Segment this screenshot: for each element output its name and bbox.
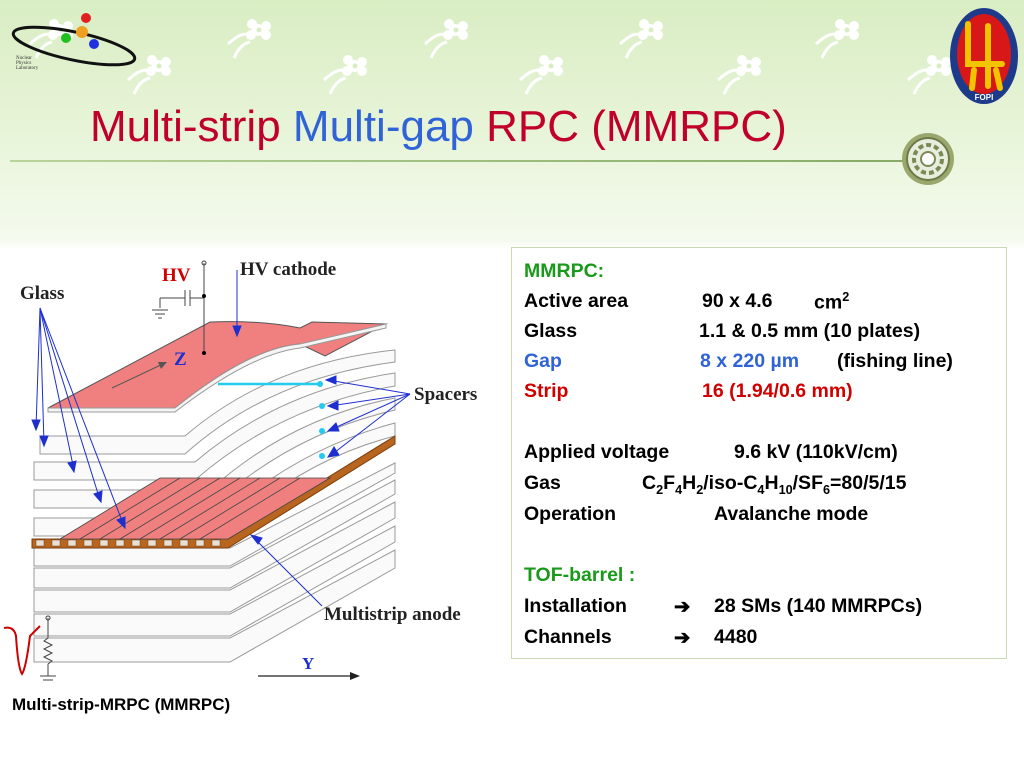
logo-caption-line: Laboratory [16,66,39,71]
gap-value: 8 x 220 µm [700,350,800,372]
logo-caption-line: Nuclear [16,56,32,61]
flower-icon [906,53,953,96]
strip-label: Strip [524,380,569,402]
gas-formula-sub: 2 [696,482,704,497]
title-part-multigap: Multi-gap [292,102,474,151]
gap-extra: (fishing line) [837,350,953,372]
flower-icon [423,17,470,60]
y-axis-label: Y [302,654,314,673]
title-part-multistrip: Multi-strip [90,102,281,151]
hv-label: HV [162,265,191,286]
gas-value: C2F4H2/iso-C4H10/SF6=80/5/15 [642,472,906,497]
installation-value: 28 SMs (140 MMRPCs) [714,595,923,617]
flower-icon [716,53,763,96]
glass-spec-value: 1.1 & 0.5 mm (10 plates) [699,320,921,342]
gas-formula-sub: 10 [778,482,793,497]
installation-label: Installation [524,595,627,617]
spacers-label: Spacers [414,384,477,405]
gas-formula-part: =80/5/15 [830,472,907,494]
active-area-unit-text: cm [814,291,843,314]
fopi-emblem-icon: FOPI [950,8,1018,104]
multistrip-anode-label: Multistrip anode [324,604,461,625]
flower-icon [518,53,565,96]
active-area-label: Active area [524,290,629,312]
gas-formula-part: /SF [792,472,823,494]
glass-spec-label: Glass [524,320,578,342]
active-area-value: 90 x 4.6 [702,290,773,312]
ornament-knob-icon [902,133,954,185]
title-part-rpc: RPC (MMRPC) [486,102,787,151]
hv-cathode-label: HV cathode [240,259,336,280]
gas-formula-part: H [682,472,697,494]
logo-caption-line: Physics [16,61,32,66]
gap-label: Gap [524,350,562,372]
logo-caption: Nuclear Physics Laboratory [16,56,38,71]
flower-icon [226,17,273,60]
page-title: Multi-strip Multi-gap RPC (MMRPC) [90,102,787,152]
tof-barrel-heading: TOF-barrel : [524,564,636,586]
operation-value: Avalanche mode [714,503,869,525]
flower-icon [618,17,665,60]
arrow-right-icon: ➔ [674,596,691,618]
flower-icon [814,17,861,60]
diagram-caption: Multi-strip-MRPC (MMRPC) [12,695,231,714]
gas-formula-sub: 6 [822,482,831,497]
flower-pattern [28,17,953,96]
channels-label: Channels [524,626,612,648]
voltage-label: Applied voltage [524,441,670,463]
mmrpc-diagram: HV HV cathode Glass Z Spacers Multistrip… [0,248,496,718]
channels-value: 4480 [714,626,758,648]
gas-formula-part: F [663,472,676,494]
glass-label: Glass [20,283,64,304]
arrow-right-icon: ➔ [674,627,691,649]
active-area-sup: 2 [842,290,850,304]
strip-value: 16 (1.94/0.6 mm) [702,380,853,402]
gas-formula-part: C [642,472,657,494]
voltage-value: 9.6 kV (110kV/cm) [734,441,898,463]
specs-panel: MMRPC: Active area 90 x 4.6 cm2 Glass 1.… [511,247,1007,659]
gas-formula-part: /iso-C [703,472,758,494]
fopi-logo-text: FOPI [975,93,994,102]
gas-formula-sub: 4 [757,482,765,497]
gas-formula-sub: 2 [656,482,664,497]
atom-logo-icon [11,13,137,67]
fopi-logo: FOPI [948,4,1020,104]
gas-label: Gas [524,472,561,494]
title-underline [10,160,910,162]
gas-formula-part: H [764,472,779,494]
operation-label: Operation [524,503,617,525]
gas-formula-sub: 4 [675,482,683,497]
flower-icon [322,53,369,96]
mmrpc-heading: MMRPC: [524,260,605,282]
z-axis-label: Z [174,349,187,370]
active-area-unit: cm2 [814,290,849,315]
nuclear-physics-lab-logo [10,10,140,80]
